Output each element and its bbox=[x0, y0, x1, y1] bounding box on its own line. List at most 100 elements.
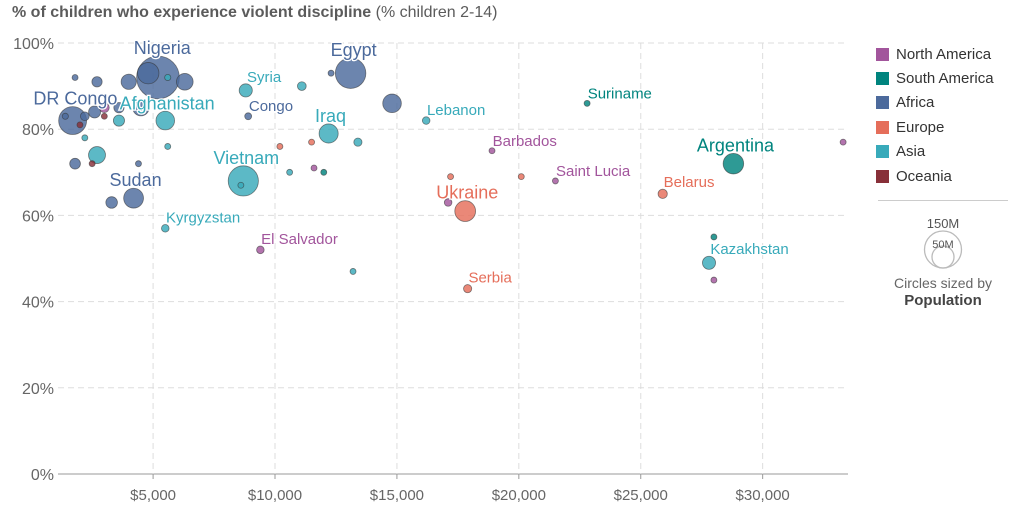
size-circle-small bbox=[931, 245, 955, 269]
data-point[interactable] bbox=[113, 102, 125, 114]
data-point-egypt[interactable] bbox=[334, 57, 367, 89]
data-point[interactable] bbox=[112, 114, 125, 127]
y-tick-label: 0% bbox=[31, 467, 54, 484]
data-label-saint-lucia: Saint Lucia bbox=[556, 163, 631, 180]
x-tick-label: $25,000 bbox=[614, 487, 668, 504]
data-point[interactable] bbox=[99, 102, 110, 113]
data-point[interactable] bbox=[69, 157, 81, 170]
grid-lines bbox=[58, 42, 848, 475]
data-point-kazakhstan[interactable] bbox=[702, 255, 716, 270]
data-point[interactable] bbox=[276, 143, 284, 150]
data-label-egypt: Egypt bbox=[331, 40, 377, 60]
data-labels: Nigeria Egypt DR Congo Sudan Congo Syria Afgha… bbox=[32, 37, 790, 288]
data-point-saint-lucia[interactable] bbox=[552, 177, 559, 185]
data-point-ukraine[interactable] bbox=[454, 200, 476, 222]
data-label-vietnam: Vietnam bbox=[213, 148, 279, 168]
data-point[interactable] bbox=[310, 164, 318, 172]
size-legend-divider bbox=[878, 200, 1008, 201]
data-points[interactable] bbox=[58, 55, 847, 294]
y-tick-label: 20% bbox=[22, 381, 54, 398]
legend-item-asia[interactable]: Asia bbox=[876, 140, 994, 164]
data-point[interactable] bbox=[100, 112, 108, 120]
y-tick-label: 80% bbox=[22, 122, 54, 139]
data-label-suriname: Suriname bbox=[588, 85, 652, 102]
data-label-afghanistan: Afghanistan bbox=[120, 93, 215, 113]
data-point-argentina[interactable] bbox=[722, 152, 745, 175]
data-point-congo[interactable] bbox=[244, 112, 253, 121]
data-point[interactable] bbox=[443, 198, 453, 207]
data-point[interactable] bbox=[88, 105, 101, 119]
data-point-kyrgyzstan[interactable] bbox=[161, 224, 170, 233]
data-label-congo: Congo bbox=[249, 98, 293, 115]
size-legend-circles: 150M 50M bbox=[923, 216, 963, 269]
data-point-el-salvador[interactable] bbox=[256, 245, 265, 255]
data-point[interactable] bbox=[132, 99, 150, 117]
x-tick-label: $15,000 bbox=[370, 487, 424, 504]
data-point-barbados[interactable] bbox=[488, 147, 496, 155]
data-point-vietnam[interactable] bbox=[227, 165, 259, 197]
data-point-dr-congo[interactable] bbox=[58, 106, 87, 135]
data-point[interactable] bbox=[237, 181, 245, 189]
data-point-iraq[interactable] bbox=[318, 123, 339, 144]
legend-item-africa[interactable]: Africa bbox=[876, 91, 994, 115]
data-label-dr-congo: DR Congo bbox=[33, 89, 117, 109]
data-point[interactable] bbox=[88, 160, 96, 168]
legend-label: Asia bbox=[896, 143, 926, 161]
data-label-iraq: Iraq bbox=[315, 106, 346, 126]
data-point-lebanon[interactable] bbox=[421, 116, 431, 125]
data-point-suriname[interactable] bbox=[583, 99, 591, 107]
legend-label: North America bbox=[896, 45, 992, 63]
legend-label: Oceania bbox=[896, 167, 952, 185]
x-tick-label: $30,000 bbox=[736, 487, 790, 504]
size-legend: 150M 50M Circles sized by Population bbox=[878, 200, 1008, 309]
data-point[interactable] bbox=[137, 62, 160, 85]
axis-ticks: 0% 20% 40% 60% 80% 100% $5,000 $10,000 $15,000 $2… bbox=[13, 36, 790, 504]
legend-swatch bbox=[876, 47, 889, 61]
legend-item-europe[interactable]: Europe bbox=[876, 115, 994, 139]
data-point[interactable] bbox=[105, 196, 118, 209]
legend-item-north-america[interactable]: North America bbox=[876, 42, 994, 66]
data-point[interactable] bbox=[91, 76, 103, 88]
legend-label: Europe bbox=[896, 118, 945, 136]
data-point[interactable] bbox=[81, 134, 89, 142]
data-point[interactable] bbox=[308, 138, 315, 146]
data-point[interactable] bbox=[517, 173, 525, 181]
data-point[interactable] bbox=[71, 74, 79, 81]
legend-label: South America bbox=[896, 70, 994, 88]
data-point[interactable] bbox=[88, 146, 106, 164]
legend-item-south-america[interactable]: South America bbox=[876, 66, 994, 90]
legend-item-oceania[interactable]: Oceania bbox=[876, 164, 994, 188]
data-point[interactable] bbox=[61, 112, 69, 120]
data-point-serbia[interactable] bbox=[463, 284, 473, 294]
data-point[interactable] bbox=[447, 173, 454, 181]
legend-swatch bbox=[876, 169, 889, 183]
data-point[interactable] bbox=[839, 138, 847, 146]
chart-title-unit: (% children 2-14) bbox=[371, 4, 498, 21]
data-point[interactable] bbox=[349, 268, 357, 275]
data-label-serbia: Serbia bbox=[468, 270, 512, 287]
data-point[interactable] bbox=[297, 81, 307, 91]
data-point[interactable] bbox=[353, 137, 363, 147]
legend-swatch bbox=[876, 145, 889, 159]
data-point[interactable] bbox=[176, 73, 194, 91]
region-legend[interactable]: North America South America Africa Europ… bbox=[876, 42, 994, 188]
data-point[interactable] bbox=[286, 168, 294, 176]
data-point-belarus[interactable] bbox=[657, 188, 668, 199]
data-point[interactable] bbox=[164, 143, 172, 150]
data-point[interactable] bbox=[320, 168, 328, 176]
data-point[interactable] bbox=[710, 276, 718, 284]
data-point[interactable] bbox=[327, 69, 335, 77]
data-point-syria[interactable] bbox=[238, 83, 253, 98]
data-point-sudan[interactable] bbox=[123, 187, 144, 209]
data-point[interactable] bbox=[164, 73, 172, 81]
data-point[interactable] bbox=[76, 121, 84, 129]
data-point[interactable] bbox=[710, 233, 718, 241]
data-point-afghanistan[interactable] bbox=[155, 110, 175, 131]
data-point[interactable] bbox=[382, 93, 402, 114]
data-point[interactable] bbox=[120, 73, 137, 90]
data-point[interactable] bbox=[80, 111, 90, 122]
legend-swatch bbox=[876, 120, 889, 134]
data-point[interactable] bbox=[135, 160, 142, 168]
data-label-belarus: Belarus bbox=[664, 174, 715, 191]
size-note-text: Circles sized by bbox=[893, 275, 993, 291]
